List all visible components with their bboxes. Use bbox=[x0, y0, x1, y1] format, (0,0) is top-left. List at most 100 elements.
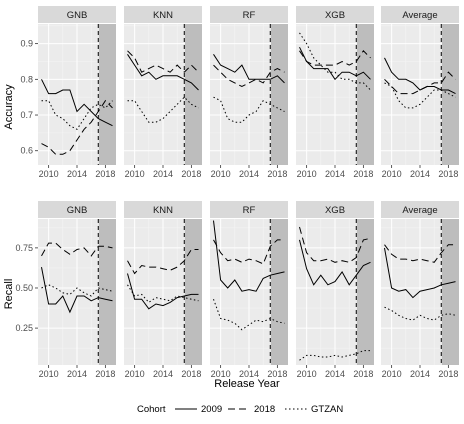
facet-strip bbox=[296, 201, 374, 218]
x-axis-title: Release Year bbox=[214, 378, 280, 390]
x-tick-label: 2014 bbox=[410, 169, 430, 179]
y-axis-title-recall: Recall bbox=[3, 279, 15, 310]
facet-strip bbox=[38, 6, 116, 23]
series-line-2009 bbox=[213, 54, 285, 84]
x-tick-label: 2010 bbox=[297, 169, 317, 179]
x-tick-label: 2014 bbox=[325, 369, 345, 379]
x-tick-label: 2014 bbox=[410, 369, 430, 379]
y-tick-label: 0.25 bbox=[15, 323, 33, 333]
facet-strip-label: GNB bbox=[67, 10, 88, 21]
x-tick-label: 2018 bbox=[181, 369, 201, 379]
facet-strip-label: Average bbox=[402, 10, 437, 21]
facet-strip bbox=[296, 6, 374, 23]
x-tick-label: 2010 bbox=[382, 369, 402, 379]
facet-strip bbox=[124, 201, 202, 218]
series-line-gtzan bbox=[213, 299, 285, 331]
x-tick-label: 2010 bbox=[297, 369, 317, 379]
x-tick-label: 2010 bbox=[125, 169, 145, 179]
test-period-shade bbox=[98, 24, 116, 165]
facet-panels: GNB 2010 2014 2018 0.6 0.7 0.8 0.9 KNN 2010 2014 20… bbox=[15, 6, 459, 379]
legend-label-2009: 2009 bbox=[201, 404, 222, 415]
x-tick-label: 2018 bbox=[353, 369, 373, 379]
facet-strip-label: GNB bbox=[67, 205, 88, 216]
series-line-2018 bbox=[384, 244, 456, 263]
series-line-2018 bbox=[384, 71, 456, 95]
facet-strip bbox=[381, 6, 459, 23]
series-line-gtzan bbox=[41, 100, 113, 130]
x-tick-label: 2010 bbox=[125, 369, 145, 379]
facet-strip-label: KNN bbox=[153, 205, 173, 216]
series-line-2018 bbox=[213, 239, 285, 265]
facet-strip-label: KNN bbox=[153, 10, 173, 21]
facet-strip-label: Average bbox=[402, 205, 437, 216]
test-period-shade bbox=[270, 24, 288, 165]
series-line-2009 bbox=[213, 220, 285, 292]
series-line-2009 bbox=[127, 273, 199, 310]
series-line-2009 bbox=[127, 54, 199, 91]
facet-strip bbox=[210, 6, 288, 23]
y-tick-label: 0.6 bbox=[20, 146, 33, 156]
series-line-2009 bbox=[299, 239, 371, 286]
x-tick-label: 2010 bbox=[382, 169, 402, 179]
series-line-2009 bbox=[384, 247, 456, 299]
series-line-gtzan bbox=[127, 96, 199, 123]
series-line-gtzan bbox=[299, 32, 371, 91]
test-period-shade bbox=[356, 219, 374, 365]
series-line-2018 bbox=[41, 242, 113, 257]
x-tick-label: 2014 bbox=[67, 369, 87, 379]
facet-accuracy-knn: KNN 2010 2014 2018 bbox=[124, 6, 202, 179]
x-tick-label: 2010 bbox=[211, 169, 231, 179]
legend: Cohort 2009 2018 GTZAN bbox=[137, 404, 343, 415]
x-tick-label: 2018 bbox=[353, 169, 373, 179]
legend-title: Cohort bbox=[137, 404, 166, 415]
facet-recall-average: Average 2010 2014 2018 bbox=[381, 201, 459, 379]
facet-strip bbox=[124, 6, 202, 23]
test-period-shade bbox=[184, 24, 202, 165]
y-tick-label: 0.9 bbox=[20, 39, 33, 49]
x-tick-label: 2018 bbox=[95, 169, 115, 179]
x-tick-label: 2014 bbox=[153, 369, 173, 379]
test-period-shade bbox=[356, 24, 374, 165]
series-line-2009 bbox=[384, 57, 456, 95]
x-tick-label: 2018 bbox=[267, 169, 287, 179]
series-line-gtzan bbox=[384, 82, 456, 109]
facet-accuracy-rf: RF 2010 2014 2018 bbox=[210, 6, 288, 179]
legend-label-2018: 2018 bbox=[254, 404, 275, 415]
series-line-2009 bbox=[41, 79, 113, 127]
facet-accuracy-average: Average 2010 2014 2018 bbox=[381, 6, 459, 179]
x-tick-label: 2010 bbox=[39, 369, 59, 379]
y-axis-title-accuracy: Accuracy bbox=[3, 84, 15, 130]
x-tick-label: 2014 bbox=[239, 169, 259, 179]
series-line-2009 bbox=[299, 46, 371, 81]
x-tick-label: 2018 bbox=[438, 369, 458, 379]
series-line-2018 bbox=[299, 226, 371, 263]
x-tick-label: 2014 bbox=[67, 169, 87, 179]
facet-strip-label: RF bbox=[243, 205, 256, 216]
series-line-2018 bbox=[41, 99, 113, 155]
facet-strip-label: RF bbox=[243, 10, 256, 21]
facet-recall-gnb: GNB 2010 2014 2018 0.25 0.50 0.75 bbox=[15, 201, 116, 379]
series-line-gtzan bbox=[127, 284, 199, 304]
x-tick-label: 2018 bbox=[95, 369, 115, 379]
x-tick-label: 2018 bbox=[181, 169, 201, 179]
facet-strip-label: XGB bbox=[325, 205, 345, 216]
legend-label-gtzan: GTZAN bbox=[311, 404, 343, 415]
x-tick-label: 2010 bbox=[211, 369, 231, 379]
facet-recall-rf: RF 2010 2014 2018 bbox=[210, 201, 288, 379]
series-line-2018 bbox=[127, 249, 199, 275]
series-line-gtzan bbox=[299, 350, 371, 361]
y-tick-label: 0.8 bbox=[20, 74, 33, 84]
series-line-gtzan bbox=[213, 96, 285, 123]
series-line-gtzan bbox=[41, 284, 113, 297]
series-line-2018 bbox=[299, 50, 371, 66]
x-tick-label: 2018 bbox=[438, 169, 458, 179]
facet-strip bbox=[38, 201, 116, 218]
facet-accuracy-xgb: XGB 2010 2014 2018 bbox=[296, 6, 374, 179]
x-tick-label: 2014 bbox=[153, 169, 173, 179]
x-tick-label: 2010 bbox=[39, 169, 59, 179]
y-tick-label: 0.75 bbox=[15, 243, 33, 253]
series-line-2018 bbox=[127, 50, 199, 73]
facet-strip bbox=[210, 201, 288, 218]
facet-recall-xgb: XGB 2010 2014 2018 bbox=[296, 201, 374, 379]
